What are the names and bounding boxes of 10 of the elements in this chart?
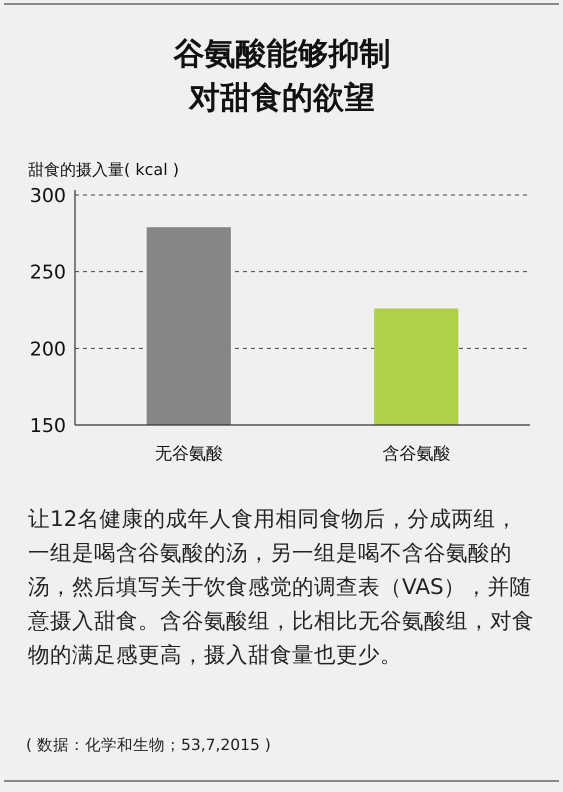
text: ( 数据：化学和生物；53,7,2015 ) bbox=[26, 735, 271, 756]
x-tick-label: 含谷氨酸 bbox=[382, 444, 450, 464]
y-tick-label: 200 bbox=[30, 338, 66, 360]
chart-title: 谷氨酸能够抑制对甜食的欲望 bbox=[172, 35, 392, 118]
y-tick-label: 250 bbox=[30, 262, 66, 284]
y-tick-label: 300 bbox=[30, 185, 66, 207]
x-tick-label: 无谷氨酸 bbox=[154, 444, 223, 464]
y-tick-label: 150 bbox=[30, 415, 66, 437]
y-axis-title: 甜食的摄入量( kcal ) bbox=[28, 160, 179, 179]
text: 让12名健康的成年人食用相同食物后，分成两组，一组是喝含谷氨酸的汤，另一组是喝不含谷氨酸的汤，然后填写关于饮食感觉的调查表（VAS），并随意摄入甜食。含谷氨酸组，比相比无谷氨酸组，对食物的满足感更高，摄入甜食量也更少。 bbox=[28, 506, 535, 670]
